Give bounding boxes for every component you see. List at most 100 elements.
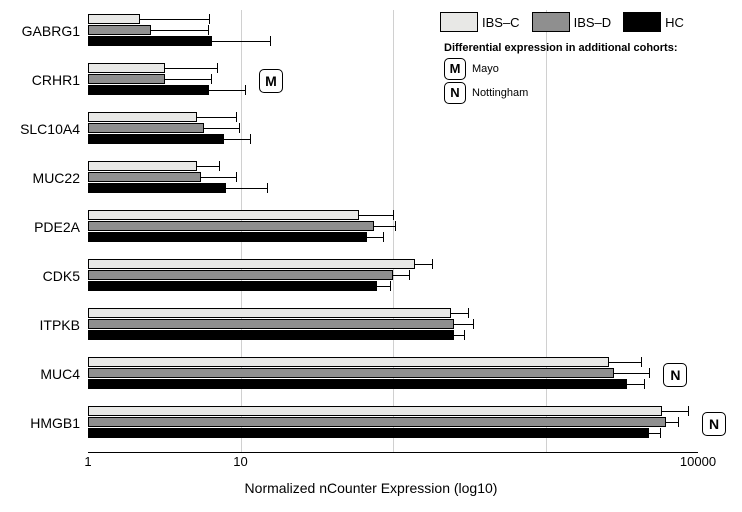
error-cap	[409, 270, 410, 280]
error-bar	[609, 362, 641, 363]
bar-hc	[88, 232, 367, 242]
error-bar	[226, 188, 268, 189]
gene-group: ITPKB	[88, 304, 698, 346]
gene-cohort-badge: N	[702, 412, 726, 436]
error-cap	[395, 221, 396, 231]
error-bar	[197, 117, 236, 118]
error-cap	[678, 417, 679, 427]
bar-ibs_c	[88, 406, 662, 416]
bar-ibs_d	[88, 368, 614, 378]
x-tick-label: 10	[233, 454, 247, 469]
legend-swatch-ibs-c	[440, 12, 478, 32]
x-tick-label: 1	[84, 454, 91, 469]
chart-container: GABRG1CRHR1SLC10A4MUC22PDE2ACDK5ITPKBMUC…	[0, 0, 742, 512]
bar-ibs_d	[88, 123, 204, 133]
cohort-row-nottingham: N Nottingham	[444, 82, 528, 104]
gene-group: MUC4	[88, 353, 698, 395]
gene-cohort-badge: N	[663, 363, 687, 387]
error-bar	[165, 79, 211, 80]
gene-label: CDK5	[43, 255, 88, 297]
error-bar	[201, 177, 236, 178]
error-bar	[377, 286, 391, 287]
bar-ibs_d	[88, 417, 666, 427]
bar-ibs_c	[88, 210, 359, 220]
bar-hc	[88, 134, 224, 144]
error-bar	[662, 411, 688, 412]
error-cap	[267, 183, 268, 193]
legend-label-ibs-d: IBS–D	[574, 15, 612, 30]
bar-ibs_d	[88, 25, 151, 35]
gene-group: HMGB1	[88, 402, 698, 444]
gene-group: MUC22	[88, 157, 698, 199]
gene-label: ITPKB	[40, 304, 88, 346]
bar-ibs_c	[88, 308, 451, 318]
bar-ibs_c	[88, 112, 197, 122]
error-bar	[151, 30, 207, 31]
error-bar	[614, 373, 650, 374]
plot-area: GABRG1CRHR1SLC10A4MUC22PDE2ACDK5ITPKBMUC…	[88, 10, 698, 452]
bar-hc	[88, 428, 649, 438]
error-cap	[236, 112, 237, 122]
error-cap	[644, 379, 645, 389]
gene-label: SLC10A4	[20, 108, 88, 150]
error-cap	[217, 63, 218, 73]
error-cap	[208, 25, 209, 35]
x-axis-label: Normalized nCounter Expression (log10)	[0, 480, 742, 496]
error-bar	[165, 68, 217, 69]
error-cap	[473, 319, 474, 329]
legend-swatch-ibs-d	[532, 12, 570, 32]
bar-hc	[88, 85, 209, 95]
error-cap	[432, 259, 433, 269]
gene-label: CRHR1	[32, 59, 88, 101]
x-tick-label: 10000	[680, 454, 716, 469]
error-bar	[224, 139, 250, 140]
cohort-legend-title: Differential expression in additional co…	[444, 42, 677, 54]
error-bar	[415, 264, 432, 265]
gene-group: CDK5	[88, 255, 698, 297]
gene-label: HMGB1	[30, 402, 88, 444]
error-bar	[204, 128, 239, 129]
error-cap	[270, 36, 271, 46]
cohort-label-mayo: Mayo	[472, 63, 499, 75]
cohort-badge-n: N	[444, 82, 466, 104]
gene-label: PDE2A	[34, 206, 88, 248]
gene-label: MUC4	[40, 353, 88, 395]
error-cap	[688, 406, 689, 416]
error-bar	[454, 335, 464, 336]
error-cap	[250, 134, 251, 144]
bar-ibs_d	[88, 270, 393, 280]
error-cap	[383, 232, 384, 242]
bar-hc	[88, 183, 226, 193]
error-bar	[197, 166, 219, 167]
bar-ibs_d	[88, 319, 454, 329]
error-bar	[627, 384, 644, 385]
error-bar	[140, 19, 209, 20]
gene-group: SLC10A4	[88, 108, 698, 150]
error-bar	[649, 433, 659, 434]
bar-ibs_c	[88, 259, 415, 269]
legend: IBS–C IBS–D HC	[440, 12, 692, 32]
error-cap	[649, 368, 650, 378]
legend-label-hc: HC	[665, 15, 684, 30]
gene-group: CRHR1	[88, 59, 698, 101]
gene-cohort-badge: M	[259, 69, 283, 93]
bar-hc	[88, 281, 377, 291]
error-bar	[209, 90, 245, 91]
gene-label: MUC22	[33, 157, 88, 199]
error-bar	[451, 313, 468, 314]
error-cap	[660, 428, 661, 438]
error-cap	[219, 161, 220, 171]
bar-hc	[88, 379, 627, 389]
error-bar	[367, 237, 383, 238]
error-cap	[245, 85, 246, 95]
error-cap	[468, 308, 469, 318]
bar-ibs_c	[88, 14, 140, 24]
bar-ibs_d	[88, 172, 201, 182]
gene-label: GABRG1	[22, 10, 88, 52]
bar-ibs_d	[88, 221, 374, 231]
bar-ibs_c	[88, 63, 165, 73]
bar-ibs_c	[88, 161, 197, 171]
bar-ibs_d	[88, 74, 165, 84]
error-bar	[374, 226, 395, 227]
bar-ibs_c	[88, 357, 609, 367]
